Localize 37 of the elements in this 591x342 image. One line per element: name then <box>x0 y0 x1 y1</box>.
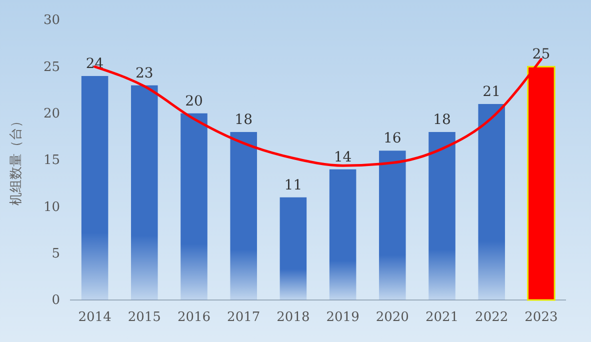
data-label: 20 <box>185 93 203 110</box>
y-tick-label: 20 <box>43 106 60 122</box>
bar <box>81 76 108 300</box>
data-label: 14 <box>334 149 352 166</box>
x-tick-label: 2019 <box>326 310 360 326</box>
x-tick-label: 2020 <box>376 310 409 326</box>
bar <box>131 85 158 300</box>
data-label: 18 <box>234 112 253 128</box>
y-tick-label: 5 <box>52 246 60 262</box>
y-tick-label: 15 <box>43 153 60 168</box>
bar <box>478 104 505 300</box>
data-label: 18 <box>433 112 451 128</box>
data-label: 21 <box>482 84 501 100</box>
bar <box>230 132 257 300</box>
y-tick-label: 25 <box>43 60 60 75</box>
x-tick-label: 2018 <box>276 310 310 326</box>
y-tick-label: 10 <box>43 200 60 215</box>
bar <box>280 197 307 300</box>
bar <box>329 169 356 300</box>
bar <box>428 132 456 300</box>
x-tick-label: 2015 <box>128 310 161 326</box>
x-tick-label: 2016 <box>177 310 211 326</box>
bar <box>180 113 208 300</box>
x-tick-label: 2021 <box>425 310 459 326</box>
x-tick-label: 2017 <box>227 310 260 326</box>
x-tick-label: 2022 <box>475 310 508 326</box>
data-label: 24 <box>86 56 104 72</box>
y-tick-label: 30 <box>43 13 60 28</box>
data-label: 16 <box>383 130 402 147</box>
data-label: 25 <box>532 46 550 63</box>
data-label: 23 <box>135 65 154 82</box>
x-tick-label: 2014 <box>78 310 112 326</box>
y-tick-label: 0 <box>52 293 60 308</box>
x-tick-label: 2023 <box>524 310 558 326</box>
data-label: 11 <box>284 177 302 194</box>
bar <box>379 150 406 300</box>
y-axis-title: 机组数量（台） <box>9 114 24 206</box>
